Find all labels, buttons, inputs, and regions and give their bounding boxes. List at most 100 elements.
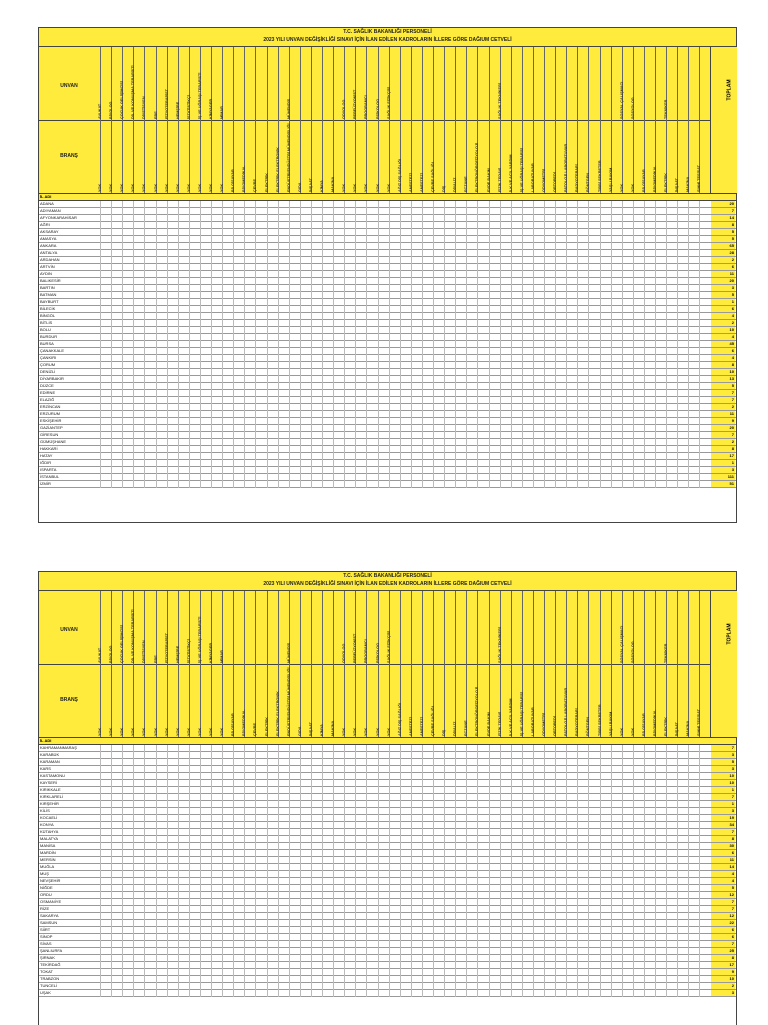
cell-gridline <box>388 264 390 271</box>
cell-gridline <box>166 278 168 285</box>
cell-gridline <box>366 390 368 397</box>
cell-gridline <box>643 425 645 432</box>
brans-header-text: BİYOMEDİKAL <box>242 709 247 736</box>
cell-gridline <box>421 801 423 808</box>
column-gridline <box>266 591 268 737</box>
cell-gridline <box>521 376 523 383</box>
cell-gridline <box>288 439 290 446</box>
cell-gridline <box>255 320 257 327</box>
cell-gridline <box>233 411 235 418</box>
cell-gridline <box>299 948 301 955</box>
cell-gridline <box>521 404 523 411</box>
cell-gridline <box>621 745 623 752</box>
cell-gridline <box>288 864 290 871</box>
cell-gridline <box>532 327 534 334</box>
cell-gridline <box>455 836 457 843</box>
cell-gridline <box>333 376 335 383</box>
cell-gridline <box>144 306 146 313</box>
cell-gridline <box>355 913 357 920</box>
column-gridline <box>521 591 523 737</box>
cell-gridline <box>610 334 612 341</box>
cell-gridline <box>577 976 579 983</box>
cell-gridline <box>666 404 668 411</box>
cell-gridline <box>455 969 457 976</box>
column-gridline <box>444 591 446 737</box>
cell-gridline <box>288 474 290 481</box>
cell-gridline <box>188 369 190 376</box>
cell-gridline <box>621 850 623 857</box>
cell-gridline <box>277 773 279 780</box>
cell-gridline <box>421 320 423 327</box>
cell-gridline <box>621 299 623 306</box>
cell-gridline <box>632 780 634 787</box>
cell-gridline <box>521 934 523 941</box>
cell-gridline <box>655 969 656 976</box>
unvan-header: FİZYOTERAPİST <box>165 47 175 119</box>
cell-gridline <box>444 759 446 766</box>
cell-gridline <box>643 773 645 780</box>
cell-gridline <box>122 250 124 257</box>
cell-gridline <box>122 229 124 236</box>
cell-gridline <box>100 878 101 885</box>
cell-gridline <box>532 481 534 488</box>
table-row: BİNGÖL 4 <box>39 313 736 320</box>
cell-gridline <box>677 271 679 278</box>
brans-label: BRANŞ <box>60 697 78 703</box>
cell-gridline <box>155 934 157 941</box>
cell-gridline <box>499 222 501 229</box>
il-adi-header: İL ADI <box>39 194 736 201</box>
cell-gridline <box>433 745 434 752</box>
cell-gridline <box>177 759 179 766</box>
cell-gridline <box>222 976 224 983</box>
cell-gridline <box>477 941 479 948</box>
cell-gridline <box>310 250 312 257</box>
cell-gridline <box>355 313 357 320</box>
cell-gridline <box>333 962 335 969</box>
cell-gridline <box>477 397 479 404</box>
cell-gridline <box>166 376 168 383</box>
cell-gridline <box>233 836 235 843</box>
cell-gridline <box>421 885 423 892</box>
cell-gridline <box>166 808 168 815</box>
cell-gridline <box>666 885 668 892</box>
cell-gridline <box>144 425 146 432</box>
cell-gridline <box>322 864 323 871</box>
cell-gridline <box>222 752 224 759</box>
brans-header: YOK <box>98 665 108 736</box>
cell-gridline <box>188 927 190 934</box>
cell-gridline <box>555 201 557 208</box>
cell-gridline <box>333 850 335 857</box>
cell-gridline <box>555 313 557 320</box>
cell-gridline <box>421 850 423 857</box>
cell-gridline <box>299 432 301 439</box>
table-row: ERZİNCAN 2 <box>39 404 736 411</box>
cell-gridline <box>666 787 668 794</box>
cell-gridline <box>643 369 645 376</box>
cell-gridline <box>233 369 235 376</box>
cell-gridline <box>499 320 501 327</box>
cell-gridline <box>599 201 601 208</box>
cell-gridline <box>688 278 690 285</box>
cell-gridline <box>111 969 113 976</box>
cell-gridline <box>211 264 212 271</box>
cell-gridline <box>266 850 268 857</box>
cell-gridline <box>177 948 179 955</box>
cell-gridline <box>666 376 668 383</box>
cell-gridline <box>632 411 634 418</box>
brans-header: RADYOTERAPİ <box>575 121 585 192</box>
cell-gridline <box>310 773 312 780</box>
table-row: ELAZIĞ 7 <box>39 397 736 404</box>
cell-gridline <box>199 899 201 906</box>
cell-gridline <box>233 941 235 948</box>
toplam-cell: 1 <box>711 460 735 466</box>
cell-gridline <box>377 348 379 355</box>
cell-gridline <box>655 208 656 215</box>
unvan-header: AVUKAT <box>98 591 108 663</box>
cell-gridline <box>344 453 346 460</box>
cell-gridline <box>310 362 312 369</box>
cell-gridline <box>266 864 268 871</box>
cell-gridline <box>466 222 468 229</box>
cell-gridline <box>410 892 412 899</box>
cell-gridline <box>532 264 534 271</box>
cell-gridline <box>510 474 512 481</box>
